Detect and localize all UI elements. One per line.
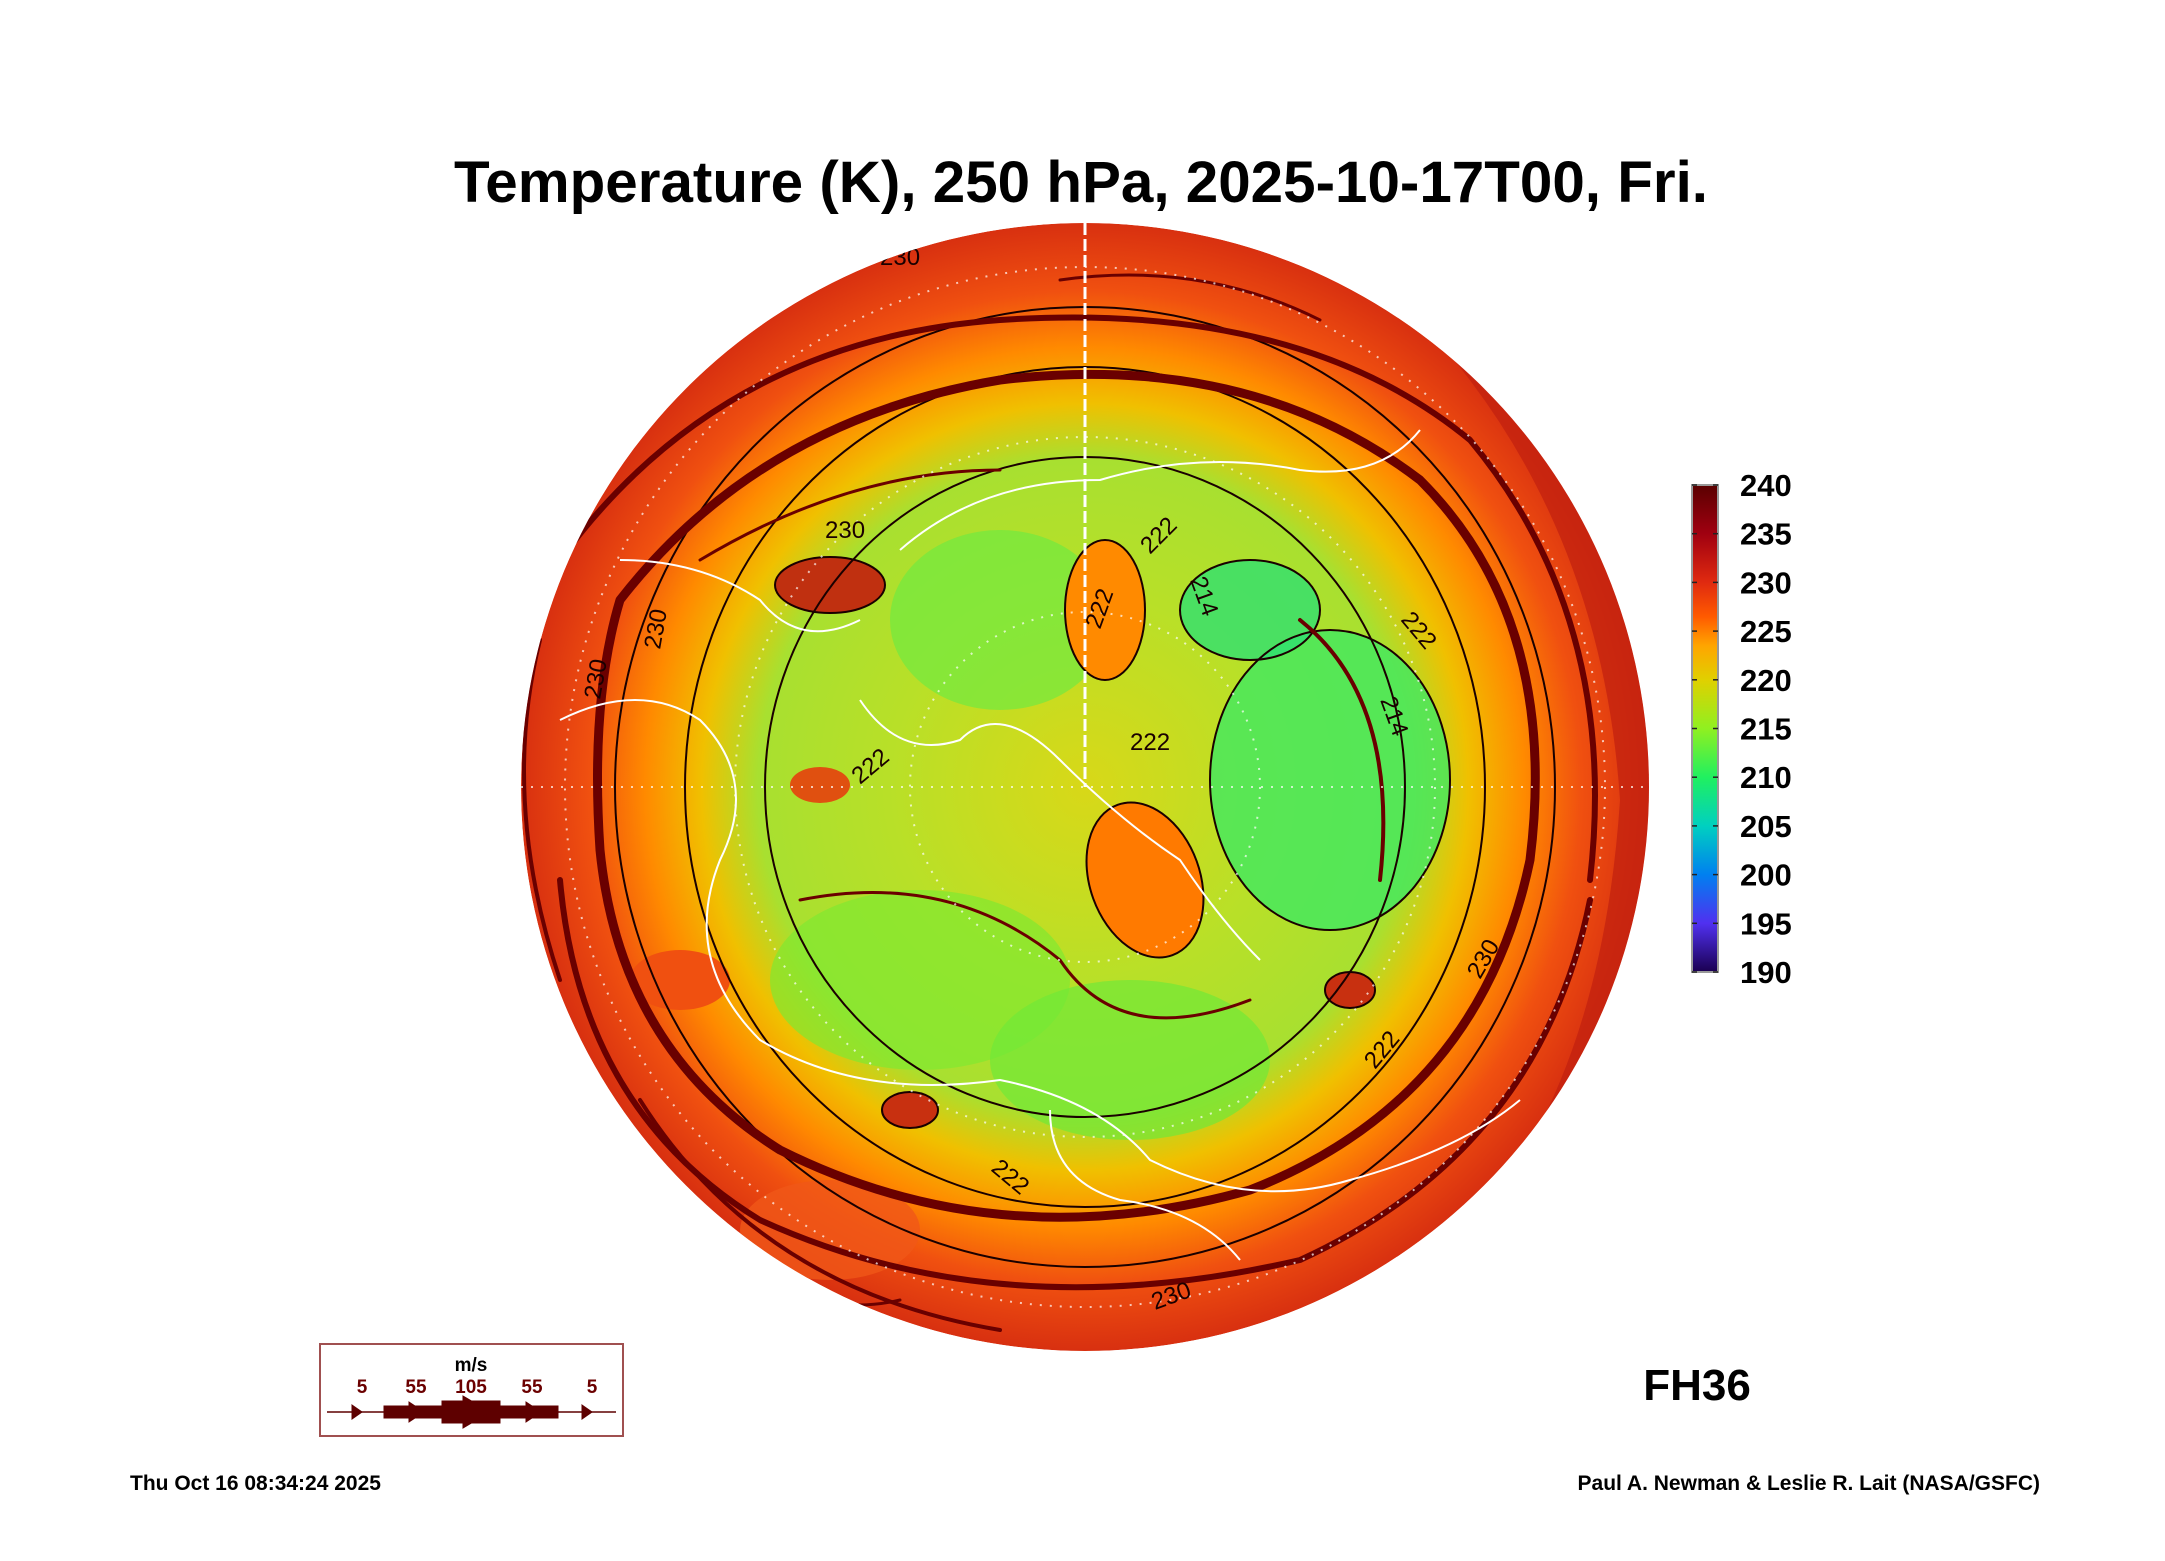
legend-label: 5 — [587, 1377, 598, 1398]
colorbar-tick-label: 205 — [1740, 809, 1792, 844]
legend-units: m/s — [455, 1355, 488, 1376]
credit: Paul A. Newman & Leslie R. Lait (NASA/GS… — [1578, 1472, 2040, 1495]
colorbar-tick-label: 225 — [1740, 614, 1792, 649]
colorbar-tick-label: 195 — [1740, 906, 1792, 941]
colorbar-tick-label: 240 — [1740, 468, 1792, 503]
colorbar-tick-label: 215 — [1740, 712, 1792, 747]
legend-label: 55 — [521, 1377, 543, 1398]
polar-map: 230 230 230 230 222 222 222 222 214 214 … — [521, 223, 1649, 1351]
colorbar-tick-label: 230 — [1740, 565, 1792, 600]
timestamp: Thu Oct 16 08:34:24 2025 — [130, 1472, 381, 1495]
colorbar-tick-label: 200 — [1740, 858, 1792, 893]
legend-arrows — [327, 1395, 616, 1429]
contour-label: 230 — [880, 244, 920, 271]
legend-label: 105 — [455, 1377, 487, 1398]
colorbar-tick-label: 235 — [1740, 517, 1792, 552]
contour-label: 230 — [825, 517, 865, 544]
colorbar: 240 235 230 225 220 215 210 205 200 195 190 — [1691, 468, 1792, 990]
colorbar-tick-label: 210 — [1740, 760, 1792, 795]
colorbar-tick-label: 190 — [1740, 955, 1792, 990]
colorbar-tick-label: 220 — [1740, 663, 1792, 698]
coastlines — [559, 429, 1521, 1261]
legend-label: 5 — [357, 1377, 368, 1398]
legend-label: 55 — [405, 1377, 427, 1398]
plot-title: Temperature (K), 250 hPa, 2025-10-17T00,… — [454, 150, 1708, 215]
contour-label: 222 — [1130, 729, 1170, 756]
forecast-hour-label: FH36 — [1643, 1361, 1751, 1410]
wind-speed-legend: m/s 5 55 105 55 5 — [319, 1343, 624, 1437]
